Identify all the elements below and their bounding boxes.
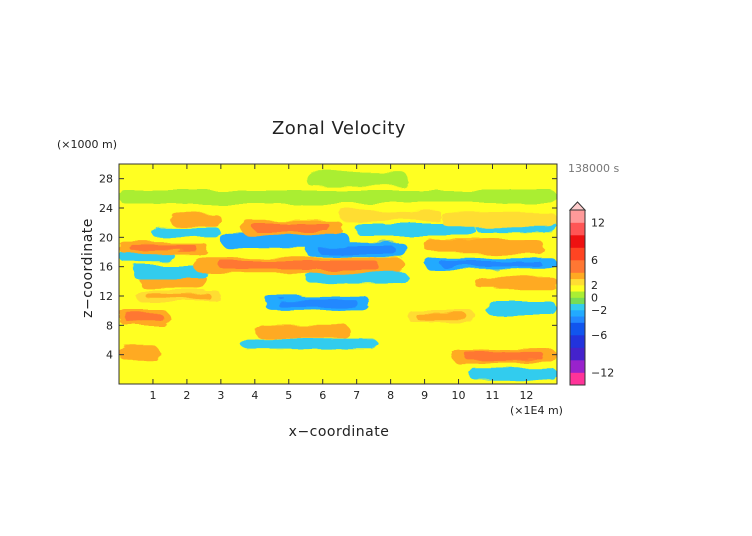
colorbar-swatch: [570, 360, 585, 373]
velocity-band: [132, 266, 208, 280]
velocity-band-core: [146, 293, 211, 299]
x-axis-label: x−coordinate: [289, 424, 390, 440]
velocity-band: [305, 171, 408, 187]
velocity-band: [305, 272, 408, 284]
y-axis-label: z−coordinate: [80, 218, 96, 318]
y-tick-label: 12: [99, 290, 113, 303]
colorbar-swatch: [570, 372, 585, 386]
y-tick-label: 20: [99, 231, 113, 244]
velocity-band-core: [415, 313, 468, 320]
colorbar-swatch: [570, 278, 585, 286]
velocity-band-core: [147, 277, 200, 286]
colorbar-swatch: [570, 260, 585, 273]
velocity-band-core: [317, 246, 396, 254]
colorbar-tick-label: 6: [591, 254, 598, 267]
colorbar-swatch: [570, 316, 585, 323]
colorbar-swatch: [570, 297, 585, 305]
colorbar-swatch: [570, 285, 585, 292]
colorbar-tick-label: 0: [591, 292, 598, 305]
y-axis-unit: (×1000 m): [57, 138, 117, 151]
velocity-band-core: [123, 349, 155, 357]
colorbar-swatch: [570, 210, 585, 223]
colorbar-swatch: [570, 291, 585, 298]
colorbar-swatch: [570, 303, 585, 311]
velocity-band-core: [277, 299, 358, 308]
velocity-band: [241, 338, 378, 350]
heatmap-area: [119, 164, 557, 384]
velocity-band-core: [438, 242, 530, 250]
plot-frame: [118, 163, 558, 385]
colorbar-swatch: [570, 272, 585, 280]
velocity-band-core: [129, 244, 197, 251]
velocity-band-core: [351, 212, 430, 219]
colorbar-swatch: [570, 347, 585, 361]
x-tick-label: 8: [387, 389, 394, 402]
velocity-band-core: [253, 224, 331, 232]
colorbar-ticks: 12 6 20−2 −6 −12: [591, 217, 614, 380]
colorbar-tick-label: −12: [591, 367, 614, 380]
y-tick-label: 24: [99, 202, 113, 215]
time-label: 138000 s: [568, 162, 619, 175]
velocity-band-core: [125, 314, 164, 322]
velocity-band-core: [464, 352, 545, 360]
x-tick-label: 3: [217, 389, 224, 402]
velocity-band-core: [266, 327, 339, 335]
colorbar-swatch: [570, 335, 585, 348]
x-tick-label: 10: [452, 389, 466, 402]
velocity-band-core: [218, 261, 379, 269]
x-tick-label: 12: [519, 389, 533, 402]
velocity-band: [152, 227, 221, 239]
x-tick-label: 4: [251, 389, 258, 402]
colorbar-swatch: [570, 247, 585, 261]
colorbar-swatch: [570, 222, 585, 236]
velocity-bands: [119, 171, 557, 380]
velocity-band-core: [455, 215, 544, 224]
x-tick-label: 11: [485, 389, 499, 402]
colorbar-frame: [569, 209, 586, 386]
x-tick-label: 6: [319, 389, 326, 402]
colorbar-swatch: [570, 322, 585, 336]
velocity-band: [356, 223, 476, 237]
colorbar-tick-label: 2: [591, 279, 598, 292]
y-tick-label: 4: [106, 349, 113, 362]
chart-title: Zonal Velocity: [272, 118, 406, 139]
velocity-band-core: [236, 236, 335, 245]
x-tick-label: 5: [285, 389, 292, 402]
velocity-band: [485, 301, 557, 315]
x-axis-unit: (×1E4 m): [510, 404, 563, 417]
colorbar-tick-label: −6: [591, 329, 607, 342]
velocity-band-core: [440, 260, 542, 267]
x-tick-label: 7: [353, 389, 360, 402]
x-axis-ticks: 1 2 3 4 5 6 7 8 9 10 11 12: [149, 164, 533, 402]
colorbar: [568, 201, 587, 386]
velocity-band-core: [485, 279, 548, 287]
y-tick-label: 16: [99, 261, 113, 274]
y-tick-label: 8: [106, 319, 113, 332]
x-tick-label: 2: [183, 389, 190, 402]
x-tick-label: 9: [421, 389, 428, 402]
y-tick-label: 28: [99, 173, 113, 186]
colorbar-tick-label: 12: [591, 217, 605, 230]
x-tick-label: 1: [149, 389, 156, 402]
velocity-band-core: [176, 216, 215, 223]
colorbar-swatch: [570, 310, 585, 317]
colorbar-tick-label: −2: [591, 304, 607, 317]
velocity-band: [119, 190, 557, 204]
y-axis-ticks: 4 8 12 16 20 24 28: [99, 173, 557, 362]
velocity-band: [468, 368, 557, 380]
colorbar-overflow-arrow: [568, 201, 587, 211]
colorbar-swatch: [570, 235, 585, 248]
